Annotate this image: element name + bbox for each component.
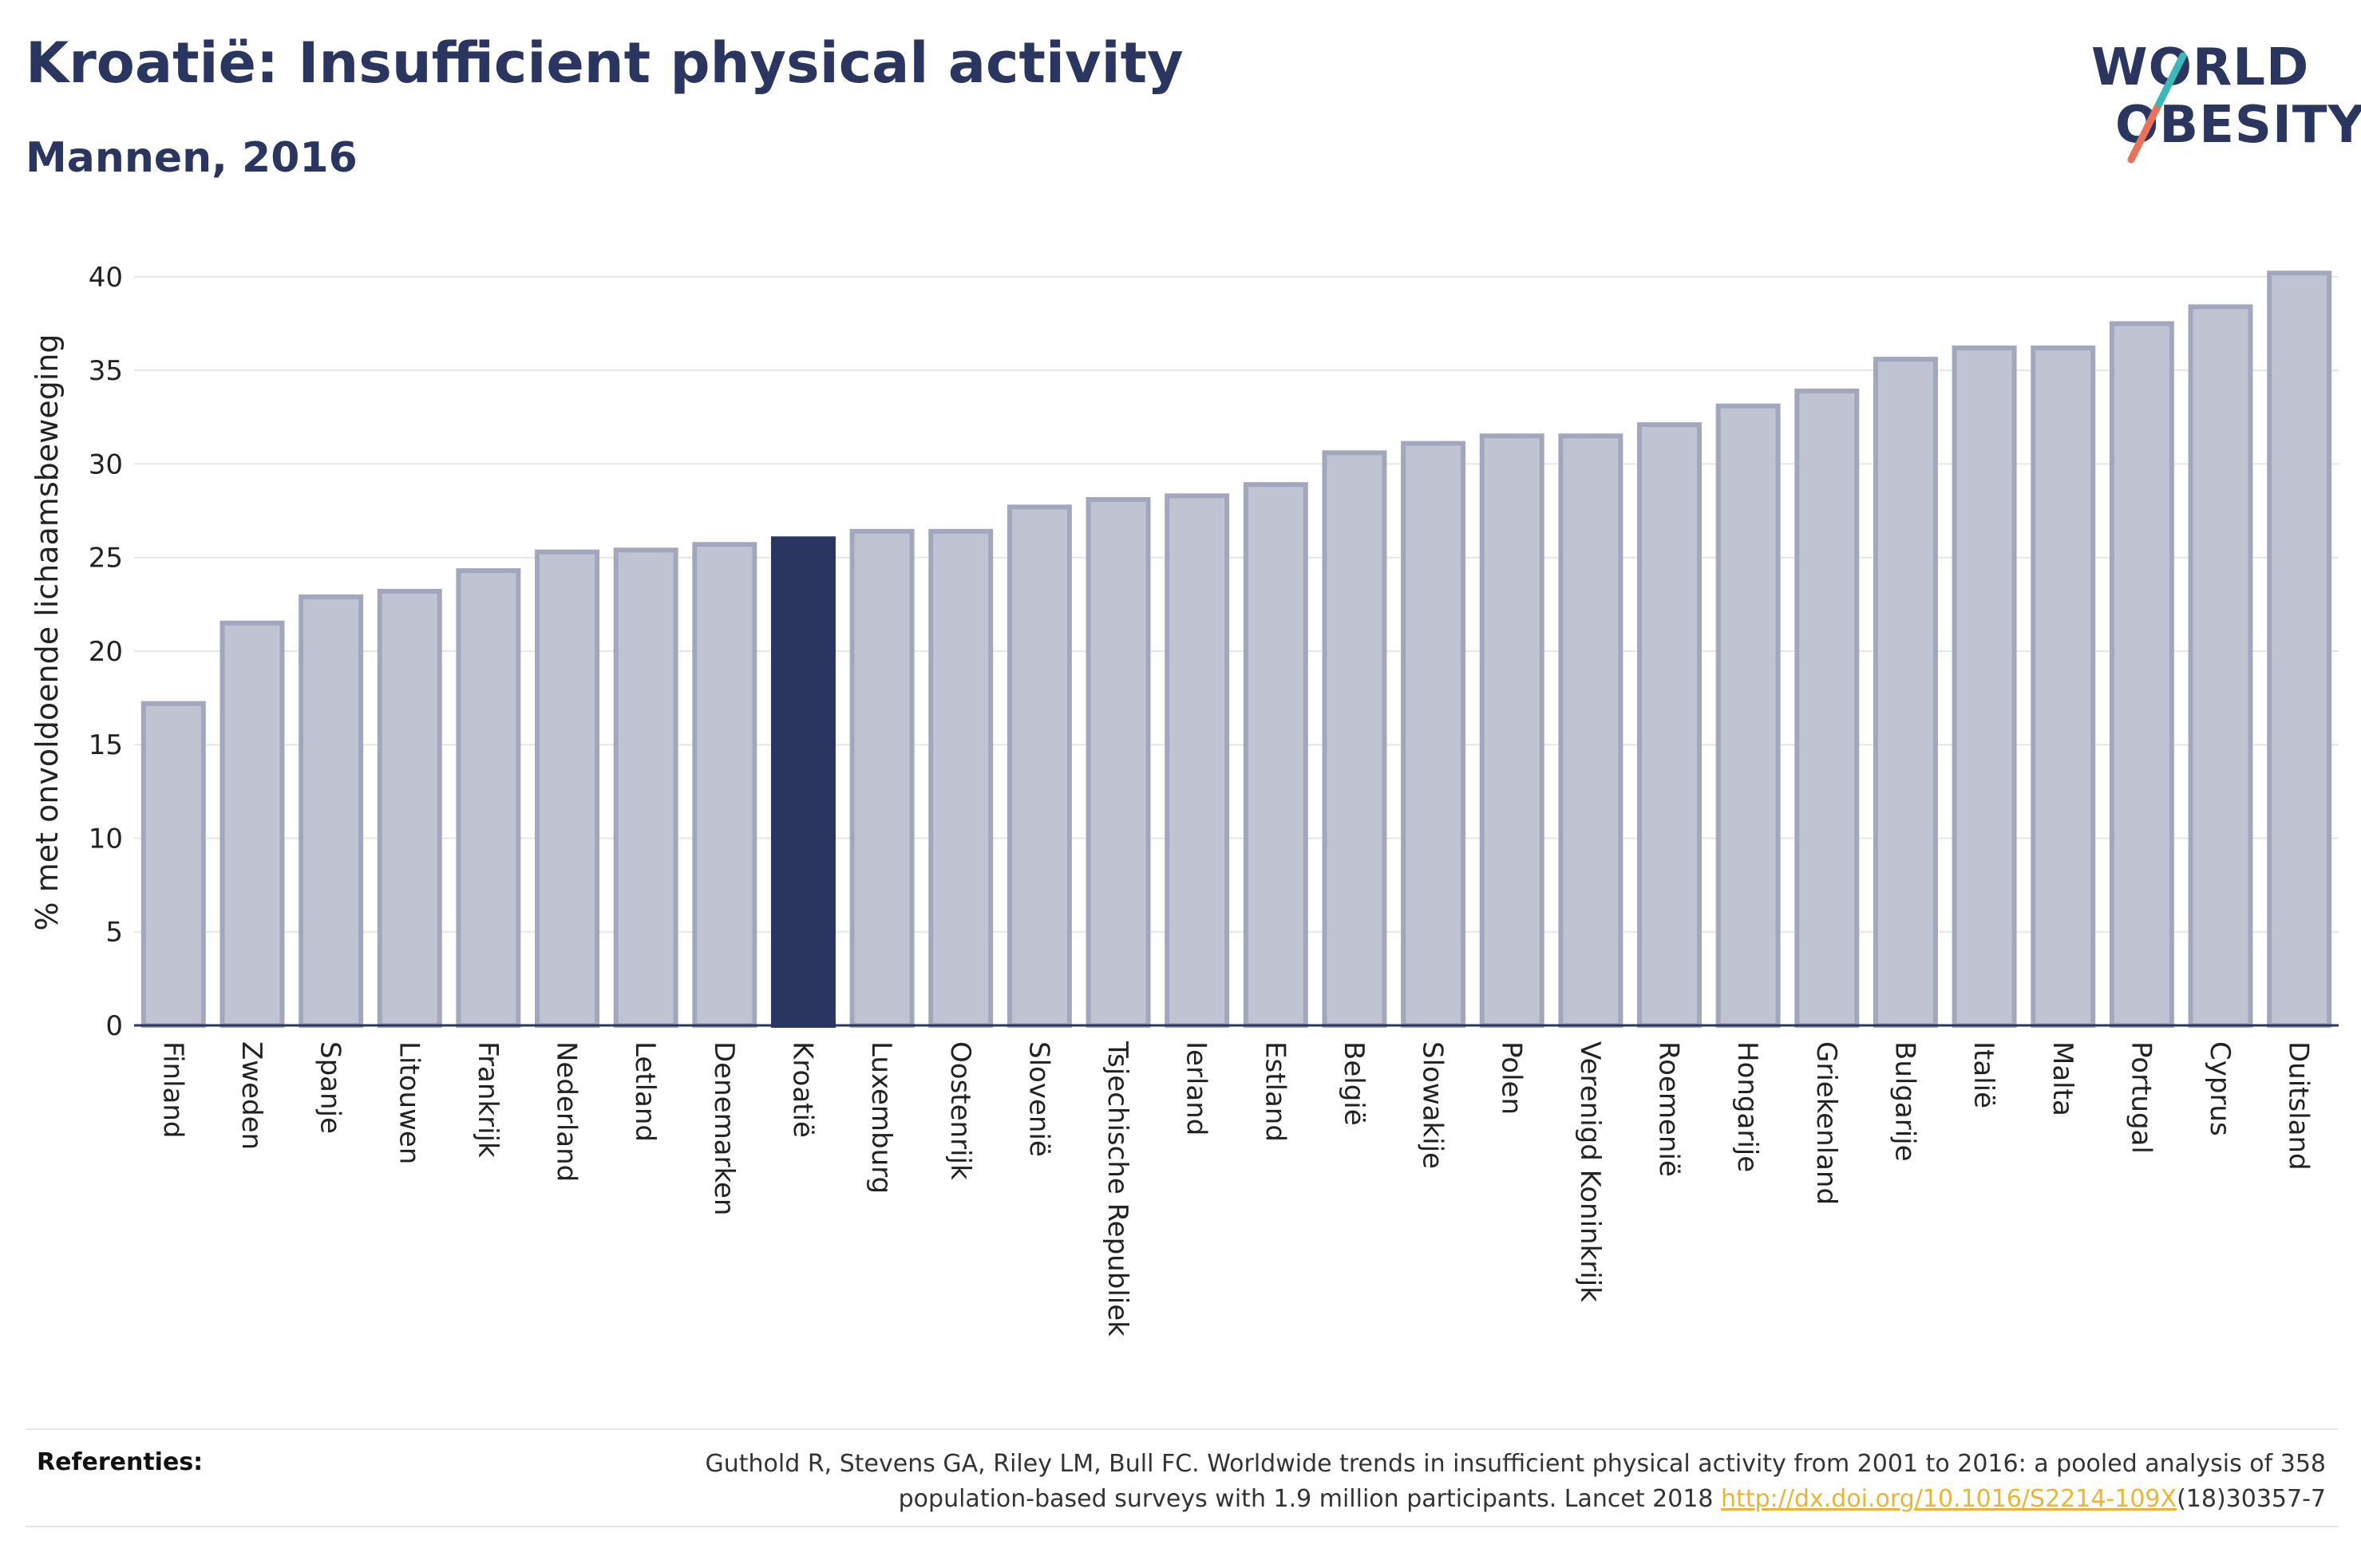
world-obesity-logo: WORLD OBESITY (2083, 24, 2361, 168)
chart-title: Kroatië: Insufficient physical activity (26, 30, 1184, 96)
x-tick-label: Cyprus (2204, 1041, 2236, 1136)
footer-divider-top (26, 1428, 2339, 1430)
x-tick-label: Estland (1259, 1041, 1291, 1142)
bar-cyprus (2188, 304, 2253, 1028)
references-text: Guthold R, Stevens GA, Riley LM, Bull FC… (490, 1447, 2326, 1517)
y-tick-label: 25 (89, 543, 123, 575)
x-axis-ticks: Finland Zweden Spanje Litouwen Frankrijk Nede… (156, 1041, 2314, 1337)
x-tick-label: België (1338, 1041, 1370, 1126)
reference-line-1: Guthold R, Stevens GA, Riley LM, Bull FC… (705, 1450, 2326, 1478)
bar-slowakije (1401, 440, 1466, 1028)
bar-nederland (535, 549, 600, 1028)
bar-griekenland (1794, 388, 1860, 1028)
bar-italië (1952, 346, 2017, 1028)
x-tick-label: Spanje (314, 1041, 346, 1134)
x-tick-label: Letland (629, 1041, 661, 1142)
x-tick-label: Roemenië (1653, 1041, 1685, 1177)
x-tick-label: Finland (156, 1041, 188, 1139)
y-tick-label: 10 (89, 823, 123, 855)
x-tick-label: Portugal (2125, 1041, 2157, 1154)
x-tick-label: Tsjechische Republiek (1101, 1041, 1133, 1337)
x-tick-label: Nederland (551, 1041, 583, 1182)
bar-spanje (299, 594, 364, 1028)
y-tick-label: 15 (89, 729, 123, 761)
bar-portugal (2109, 321, 2174, 1029)
x-tick-label: Ierland (1180, 1041, 1212, 1136)
x-tick-label: Luxemburg (865, 1041, 897, 1194)
bar-letland (613, 547, 678, 1028)
footer-divider-bottom (26, 1526, 2339, 1527)
bar-chart: 0 5 10 15 20 25 30 35 40 Finland Zweden Spanje Lito… (30, 262, 2339, 1337)
bar-ierland (1165, 493, 1230, 1028)
bar-oostenrijk (928, 528, 994, 1029)
references-label: Referenties: (37, 1448, 204, 1476)
y-axis-ticks: 0 5 10 15 20 25 30 35 40 (89, 262, 123, 1042)
bar-luxemburg (849, 528, 915, 1029)
logo-slash-icon (2127, 52, 2187, 164)
bar-duitsland (2267, 271, 2332, 1028)
bar-finland (140, 701, 206, 1028)
y-tick-label: 40 (89, 262, 123, 294)
reference-line-2: population-based surveys with 1.9 millio… (490, 1482, 2326, 1517)
x-tick-label: Italië (1968, 1041, 1999, 1108)
x-tick-label: Verenigd Koninkrijk (1574, 1041, 1606, 1302)
bar-kroatië (770, 536, 836, 1028)
y-tick-label: 30 (89, 448, 123, 480)
bar-estland (1243, 482, 1308, 1028)
x-tick-label: Frankrijk (472, 1041, 504, 1158)
x-tick-label: Polen (1495, 1041, 1527, 1115)
bar-roemenië (1637, 422, 1703, 1028)
bar-denemarken (692, 542, 757, 1028)
bar-verenigd-koninkrijk (1558, 433, 1623, 1028)
bar-zweden (219, 620, 285, 1028)
x-tick-label: Denemarken (708, 1041, 740, 1215)
bar-belgië (1322, 450, 1387, 1029)
reference-text-after-link: (18)30357-7 (2177, 1485, 2326, 1513)
reference-text-before-link: population-based surveys with 1.9 millio… (898, 1485, 1722, 1513)
x-tick-label: Zweden (235, 1041, 267, 1150)
x-tick-label: Oostenrijk (944, 1041, 976, 1180)
x-tick-label: Litouwen (393, 1041, 425, 1164)
reference-doi-link[interactable]: http://dx.doi.org/10.1016/S2214-109X (1721, 1485, 2177, 1513)
bar-frankrijk (456, 568, 521, 1029)
bar-bulgarije (1873, 357, 1938, 1029)
x-tick-label: Bulgarije (1888, 1041, 1920, 1162)
bars (140, 271, 2332, 1029)
x-tick-label: Hongarije (1731, 1041, 1763, 1172)
x-tick-label: Duitsland (2283, 1041, 2315, 1171)
y-axis-label: % met onvoldoende lichaamsbeweging (30, 334, 65, 931)
bar-polen (1479, 433, 1544, 1028)
x-tick-label: Griekenland (1810, 1041, 1842, 1205)
y-tick-label: 35 (89, 355, 123, 387)
x-tick-label: Kroatië (786, 1041, 818, 1138)
x-tick-label: Slowakije (1417, 1041, 1449, 1169)
y-tick-label: 20 (89, 636, 123, 668)
bar-slovenië (1006, 504, 1072, 1029)
bar-tsjechische-republiek (1086, 496, 1151, 1028)
x-tick-label: Slovenië (1022, 1041, 1054, 1157)
y-tick-label: 0 (105, 1010, 123, 1042)
bar-hongarije (1715, 403, 1781, 1028)
x-tick-label: Malta (2047, 1041, 2078, 1116)
logo-line-world: WORLD (2091, 38, 2310, 97)
bar-litouwen (377, 588, 442, 1028)
chart-subtitle: Mannen, 2016 (26, 134, 358, 182)
y-tick-label: 5 (105, 917, 123, 949)
bar-malta (2031, 346, 2096, 1028)
